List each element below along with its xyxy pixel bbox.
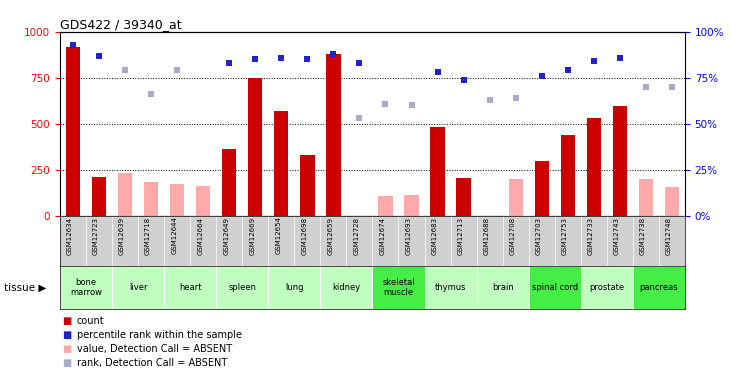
Text: spinal cord: spinal cord [531, 283, 577, 292]
Text: GSM12649: GSM12649 [223, 217, 230, 255]
Text: GSM12698: GSM12698 [301, 217, 307, 255]
Bar [509, 179, 523, 216]
Bar [164, 266, 216, 309]
Text: ■: ■ [62, 316, 72, 326]
Bar [404, 195, 419, 216]
Text: GSM12654: GSM12654 [276, 217, 281, 255]
Text: thymus: thymus [435, 283, 466, 292]
Text: count: count [77, 316, 105, 326]
Bar [222, 150, 236, 216]
Text: GSM12753: GSM12753 [561, 217, 568, 255]
Bar [372, 266, 425, 309]
Text: ■: ■ [62, 358, 72, 368]
Bar [118, 173, 132, 216]
Text: GSM12743: GSM12743 [614, 217, 620, 255]
Text: GSM12703: GSM12703 [536, 217, 542, 255]
Text: GSM12659: GSM12659 [327, 217, 333, 255]
Bar [170, 184, 184, 216]
Text: ■: ■ [62, 330, 72, 340]
Bar [587, 118, 601, 216]
Text: pancreas: pancreas [640, 283, 678, 292]
Bar [613, 106, 627, 216]
Bar [248, 78, 262, 216]
Bar [379, 196, 393, 216]
Bar [326, 54, 341, 216]
Text: ■: ■ [62, 344, 72, 354]
Text: GSM12664: GSM12664 [197, 217, 203, 255]
Bar [534, 160, 549, 216]
Bar [112, 266, 164, 309]
Bar [580, 266, 633, 309]
Text: GDS422 / 39340_at: GDS422 / 39340_at [60, 18, 181, 31]
Bar [92, 177, 106, 216]
Bar [196, 186, 211, 216]
Text: value, Detection Call = ABSENT: value, Detection Call = ABSENT [77, 344, 232, 354]
Bar [633, 266, 685, 309]
Text: GSM12713: GSM12713 [458, 217, 463, 255]
Text: GSM12733: GSM12733 [588, 217, 594, 255]
Text: rank, Detection Call = ABSENT: rank, Detection Call = ABSENT [77, 358, 227, 368]
Bar [60, 266, 112, 309]
Bar [216, 266, 268, 309]
Bar [456, 178, 471, 216]
Bar [477, 266, 529, 309]
Bar [664, 187, 679, 216]
Text: lung: lung [285, 283, 303, 292]
Text: spleen: spleen [228, 283, 257, 292]
Bar [529, 266, 580, 309]
Bar [561, 135, 575, 216]
Text: bone
marrow: bone marrow [70, 278, 102, 297]
Bar [300, 155, 314, 216]
Bar [274, 111, 289, 216]
Text: GSM12718: GSM12718 [145, 217, 151, 255]
Text: GSM12644: GSM12644 [171, 217, 177, 255]
Text: tissue ▶: tissue ▶ [4, 283, 46, 292]
Text: GSM12693: GSM12693 [406, 217, 412, 255]
Text: GSM12683: GSM12683 [431, 217, 438, 255]
Text: percentile rank within the sample: percentile rank within the sample [77, 330, 242, 340]
Text: kidney: kidney [333, 283, 360, 292]
Text: GSM12688: GSM12688 [484, 217, 490, 255]
Bar [144, 182, 158, 216]
Bar [431, 128, 444, 216]
Bar [639, 179, 653, 216]
Text: skeletal
muscle: skeletal muscle [382, 278, 414, 297]
Bar [268, 266, 320, 309]
Text: GSM12634: GSM12634 [67, 217, 73, 255]
Text: GSM12728: GSM12728 [353, 217, 360, 255]
Text: liver: liver [129, 283, 148, 292]
Text: brain: brain [492, 283, 514, 292]
Text: GSM12748: GSM12748 [666, 217, 672, 255]
Text: GSM12708: GSM12708 [510, 217, 515, 255]
Text: GSM12639: GSM12639 [119, 217, 125, 255]
Text: GSM12669: GSM12669 [249, 217, 255, 255]
Bar [320, 266, 372, 309]
Text: GSM12738: GSM12738 [640, 217, 646, 255]
Text: GSM12674: GSM12674 [379, 217, 385, 255]
Text: prostate: prostate [589, 283, 624, 292]
Bar [425, 266, 477, 309]
Text: heart: heart [179, 283, 202, 292]
Text: GSM12723: GSM12723 [93, 217, 99, 255]
Bar [66, 46, 80, 216]
